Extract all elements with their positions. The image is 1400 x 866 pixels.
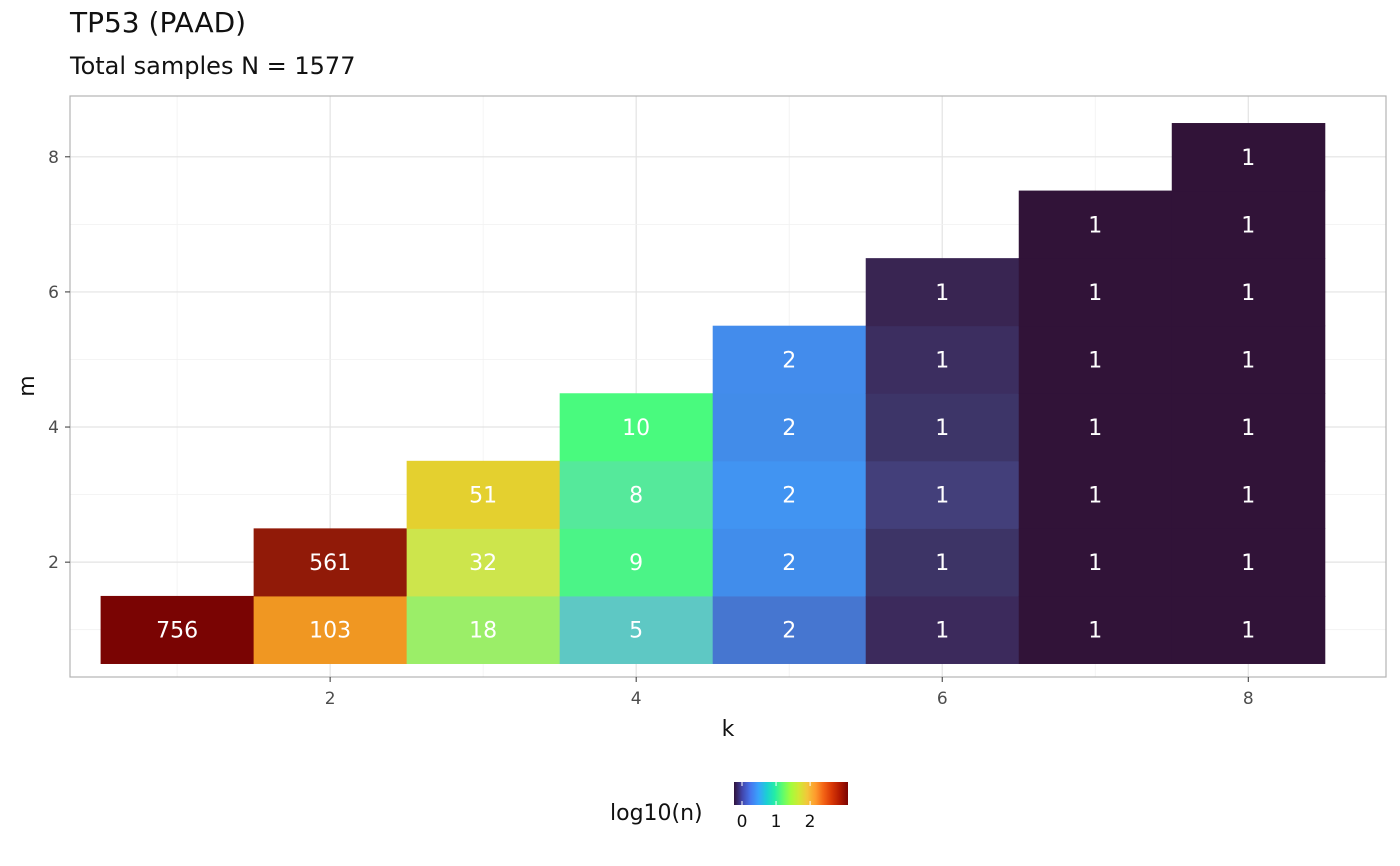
heatmap-cell: [865, 258, 1020, 327]
heatmap-cell: [253, 528, 408, 597]
cell-value-label: 1: [1088, 551, 1102, 576]
heatmap-cell: [559, 595, 714, 664]
cell-value-label: 1: [935, 416, 949, 441]
cell-value-label: 1: [1241, 146, 1255, 171]
cell-value-label: 18: [469, 619, 497, 644]
x-tick-label: 2: [325, 689, 336, 709]
cell-value-label: 1: [935, 281, 949, 306]
cell-value-label: 32: [469, 551, 497, 576]
y-tick-label: 4: [48, 418, 59, 438]
cell-value-label: 561: [309, 551, 351, 576]
heatmap-cell: [1171, 325, 1326, 394]
heatmap-cells: [100, 123, 1326, 664]
cell-value-label: 1: [1088, 484, 1102, 509]
y-tick-label: 2: [48, 553, 59, 573]
x-tick-label: 6: [937, 689, 948, 709]
cell-value-label: 2: [782, 348, 796, 373]
heatmap-cell: [1018, 393, 1173, 462]
cell-value-label: 2: [782, 484, 796, 509]
heatmap-cell: [712, 528, 867, 597]
cell-value-labels: 756 103 561 18 32 51 5 9 8 10 2 2 2 2 2 1 1 1 1 1 1 1 1 1 1 1 1 1 1 1…: [156, 146, 1255, 644]
cell-value-label: 756: [156, 619, 198, 644]
heatmap-cell: [865, 460, 1020, 529]
heatmap-cell: [1018, 595, 1173, 664]
legend-tick-label: 1: [771, 812, 782, 832]
y-tick-label: 8: [48, 148, 59, 168]
cell-value-label: 1: [1088, 281, 1102, 306]
legend-title: log10(n): [610, 801, 703, 826]
cell-value-label: 2: [782, 551, 796, 576]
cell-value-label: 103: [309, 619, 351, 644]
heatmap-cell: [1171, 595, 1326, 664]
heatmap-cell: [1018, 190, 1173, 259]
y-axis-title: m: [15, 375, 40, 396]
legend-tick-label: 2: [805, 812, 816, 832]
heatmap-cell: [1018, 528, 1173, 597]
heatmap-cell: [1171, 528, 1326, 597]
x-tick-label: 4: [631, 689, 642, 709]
y-tick-label: 6: [48, 283, 59, 303]
cell-value-label: 1: [935, 619, 949, 644]
heatmap-cell: [865, 325, 1020, 394]
cell-value-label: 1: [1088, 348, 1102, 373]
heatmap-cell: [559, 528, 714, 597]
heatmap-cell: [1018, 325, 1173, 394]
heatmap-cell: [253, 595, 408, 664]
heatmap-cell: [406, 528, 561, 597]
legend-tick-label: 0: [737, 812, 748, 832]
cell-value-label: 1: [935, 484, 949, 509]
heatmap-cell: [559, 460, 714, 529]
heatmap-cell: [1171, 460, 1326, 529]
legend-ticks: 0 1 2: [737, 782, 816, 832]
cell-value-label: 1: [1241, 281, 1255, 306]
heatmap-cell: [1171, 190, 1326, 259]
cell-value-label: 10: [622, 416, 650, 441]
heatmap-cell: [865, 393, 1020, 462]
chart-subtitle: Total samples N = 1577: [70, 52, 356, 80]
heatmap-cell: [865, 595, 1020, 664]
cell-value-label: 1: [1241, 348, 1255, 373]
cell-value-label: 1: [935, 551, 949, 576]
heatmap-cell: [406, 460, 561, 529]
cell-value-label: 9: [629, 551, 643, 576]
heatmap-cell: [712, 595, 867, 664]
heatmap-cell: [712, 393, 867, 462]
cell-value-label: 1: [935, 348, 949, 373]
cell-value-label: 1: [1241, 619, 1255, 644]
color-legend: log10(n) 0 1 2: [610, 782, 848, 832]
cell-value-label: 1: [1241, 484, 1255, 509]
cell-value-label: 1: [1241, 213, 1255, 238]
cell-value-label: 1: [1241, 416, 1255, 441]
legend-colorbar: [734, 782, 848, 805]
heatmap-cell: [1171, 393, 1326, 462]
heatmap-cell: [559, 393, 714, 462]
axis-ticks: 2 4 6 8 2 4 6 8: [48, 148, 1254, 709]
x-axis-title: k: [722, 717, 735, 742]
heatmap-cell: [100, 595, 255, 664]
heatmap-cell: [712, 325, 867, 394]
heatmap-cell: [1171, 123, 1326, 192]
cell-value-label: 1: [1088, 619, 1102, 644]
heatmap-cell: [865, 528, 1020, 597]
heatmap-cell: [1018, 460, 1173, 529]
heatmap-cell: [406, 595, 561, 664]
cell-value-label: 51: [469, 484, 497, 509]
chart-title: TP53 (PAAD): [70, 6, 247, 39]
heatmap-cell: [1171, 258, 1326, 327]
cell-value-label: 1: [1088, 416, 1102, 441]
heatmap-cell: [1018, 258, 1173, 327]
cell-value-label: 5: [629, 619, 643, 644]
x-tick-label: 8: [1243, 689, 1254, 709]
cell-value-label: 8: [629, 484, 643, 509]
heatmap-cell: [712, 460, 867, 529]
plot-panel-border: [69, 95, 1387, 678]
cell-value-label: 1: [1241, 551, 1255, 576]
cell-value-label: 2: [782, 619, 796, 644]
cell-value-label: 2: [782, 416, 796, 441]
cell-value-label: 1: [1088, 213, 1102, 238]
